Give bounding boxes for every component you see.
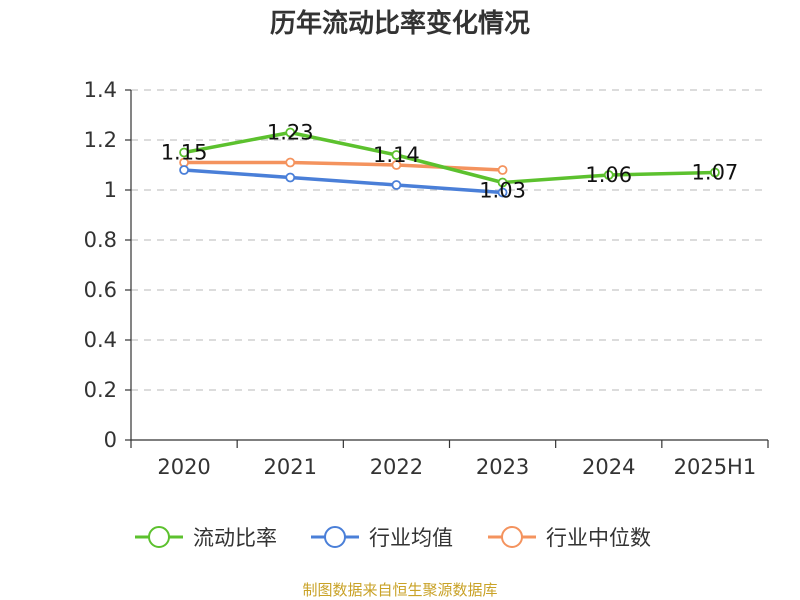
data-label: 1.23 — [267, 121, 314, 145]
data-label: 1.15 — [161, 141, 208, 165]
source-note: 制图数据来自恒生聚源数据库 — [302, 581, 497, 599]
data-point — [497, 165, 508, 175]
data-point — [497, 177, 508, 188]
legend-marker — [501, 526, 523, 548]
legend: 流动比率 行业均值 行业中位数 — [135, 526, 651, 550]
legend-marker — [324, 526, 346, 548]
legend-label: 行业中位数 — [546, 526, 651, 550]
y-tick-label: 0 — [104, 428, 117, 452]
data-point — [710, 167, 720, 178]
x-tick-label: 2023 — [476, 455, 529, 479]
data-point — [285, 127, 296, 138]
x-tick-label: 2024 — [582, 455, 635, 479]
data-point — [391, 160, 402, 170]
y-tick-label: 1.4 — [84, 78, 117, 102]
data-point — [497, 187, 508, 198]
data-label: 1.07 — [692, 161, 739, 185]
legend-label: 流动比率 — [193, 526, 277, 550]
x-tick-label: 2020 — [157, 455, 210, 479]
x-tick-label: 2021 — [264, 455, 317, 479]
x-tick-label: 2025H1 — [674, 455, 757, 479]
data-point — [603, 170, 614, 180]
y-tick-label: 1.2 — [84, 128, 117, 152]
y-tick-label: 0.2 — [84, 378, 117, 402]
legend-item: 流动比率 — [135, 526, 277, 550]
data-label: 1.14 — [373, 143, 420, 167]
y-tick-label: 0.4 — [84, 328, 117, 352]
data-point — [179, 147, 189, 158]
grid-lines — [131, 89, 768, 391]
series-group — [179, 127, 720, 198]
axes: 0 0.2 0.4 0.6 0.8 1 1.2 1.4 2020 2021 2022 2023 2024… — [84, 78, 769, 479]
data-label: 1.06 — [585, 163, 632, 187]
data-labels: 1.15 1.23 1.14 1.03 1.06 1.07 — [161, 121, 739, 203]
data-label: 1.03 — [479, 179, 526, 203]
y-tick-label: 0.8 — [84, 228, 117, 252]
series-line — [183, 130, 715, 185]
legend-item: 行业中位数 — [488, 526, 651, 550]
legend-marker — [148, 526, 170, 548]
data-point — [391, 150, 402, 160]
data-point — [285, 157, 296, 168]
y-tick-label: 1 — [104, 178, 117, 202]
data-point — [391, 180, 402, 190]
y-tick-label: 0.6 — [84, 278, 117, 302]
legend-label: 行业均值 — [369, 526, 453, 550]
legend-item: 行业均值 — [311, 526, 453, 550]
data-point — [285, 172, 296, 183]
data-point — [179, 165, 189, 175]
x-tick-label: 2022 — [370, 455, 423, 479]
chart-title: 历年流动比率变化情况 — [270, 8, 530, 39]
series-line — [183, 168, 503, 195]
